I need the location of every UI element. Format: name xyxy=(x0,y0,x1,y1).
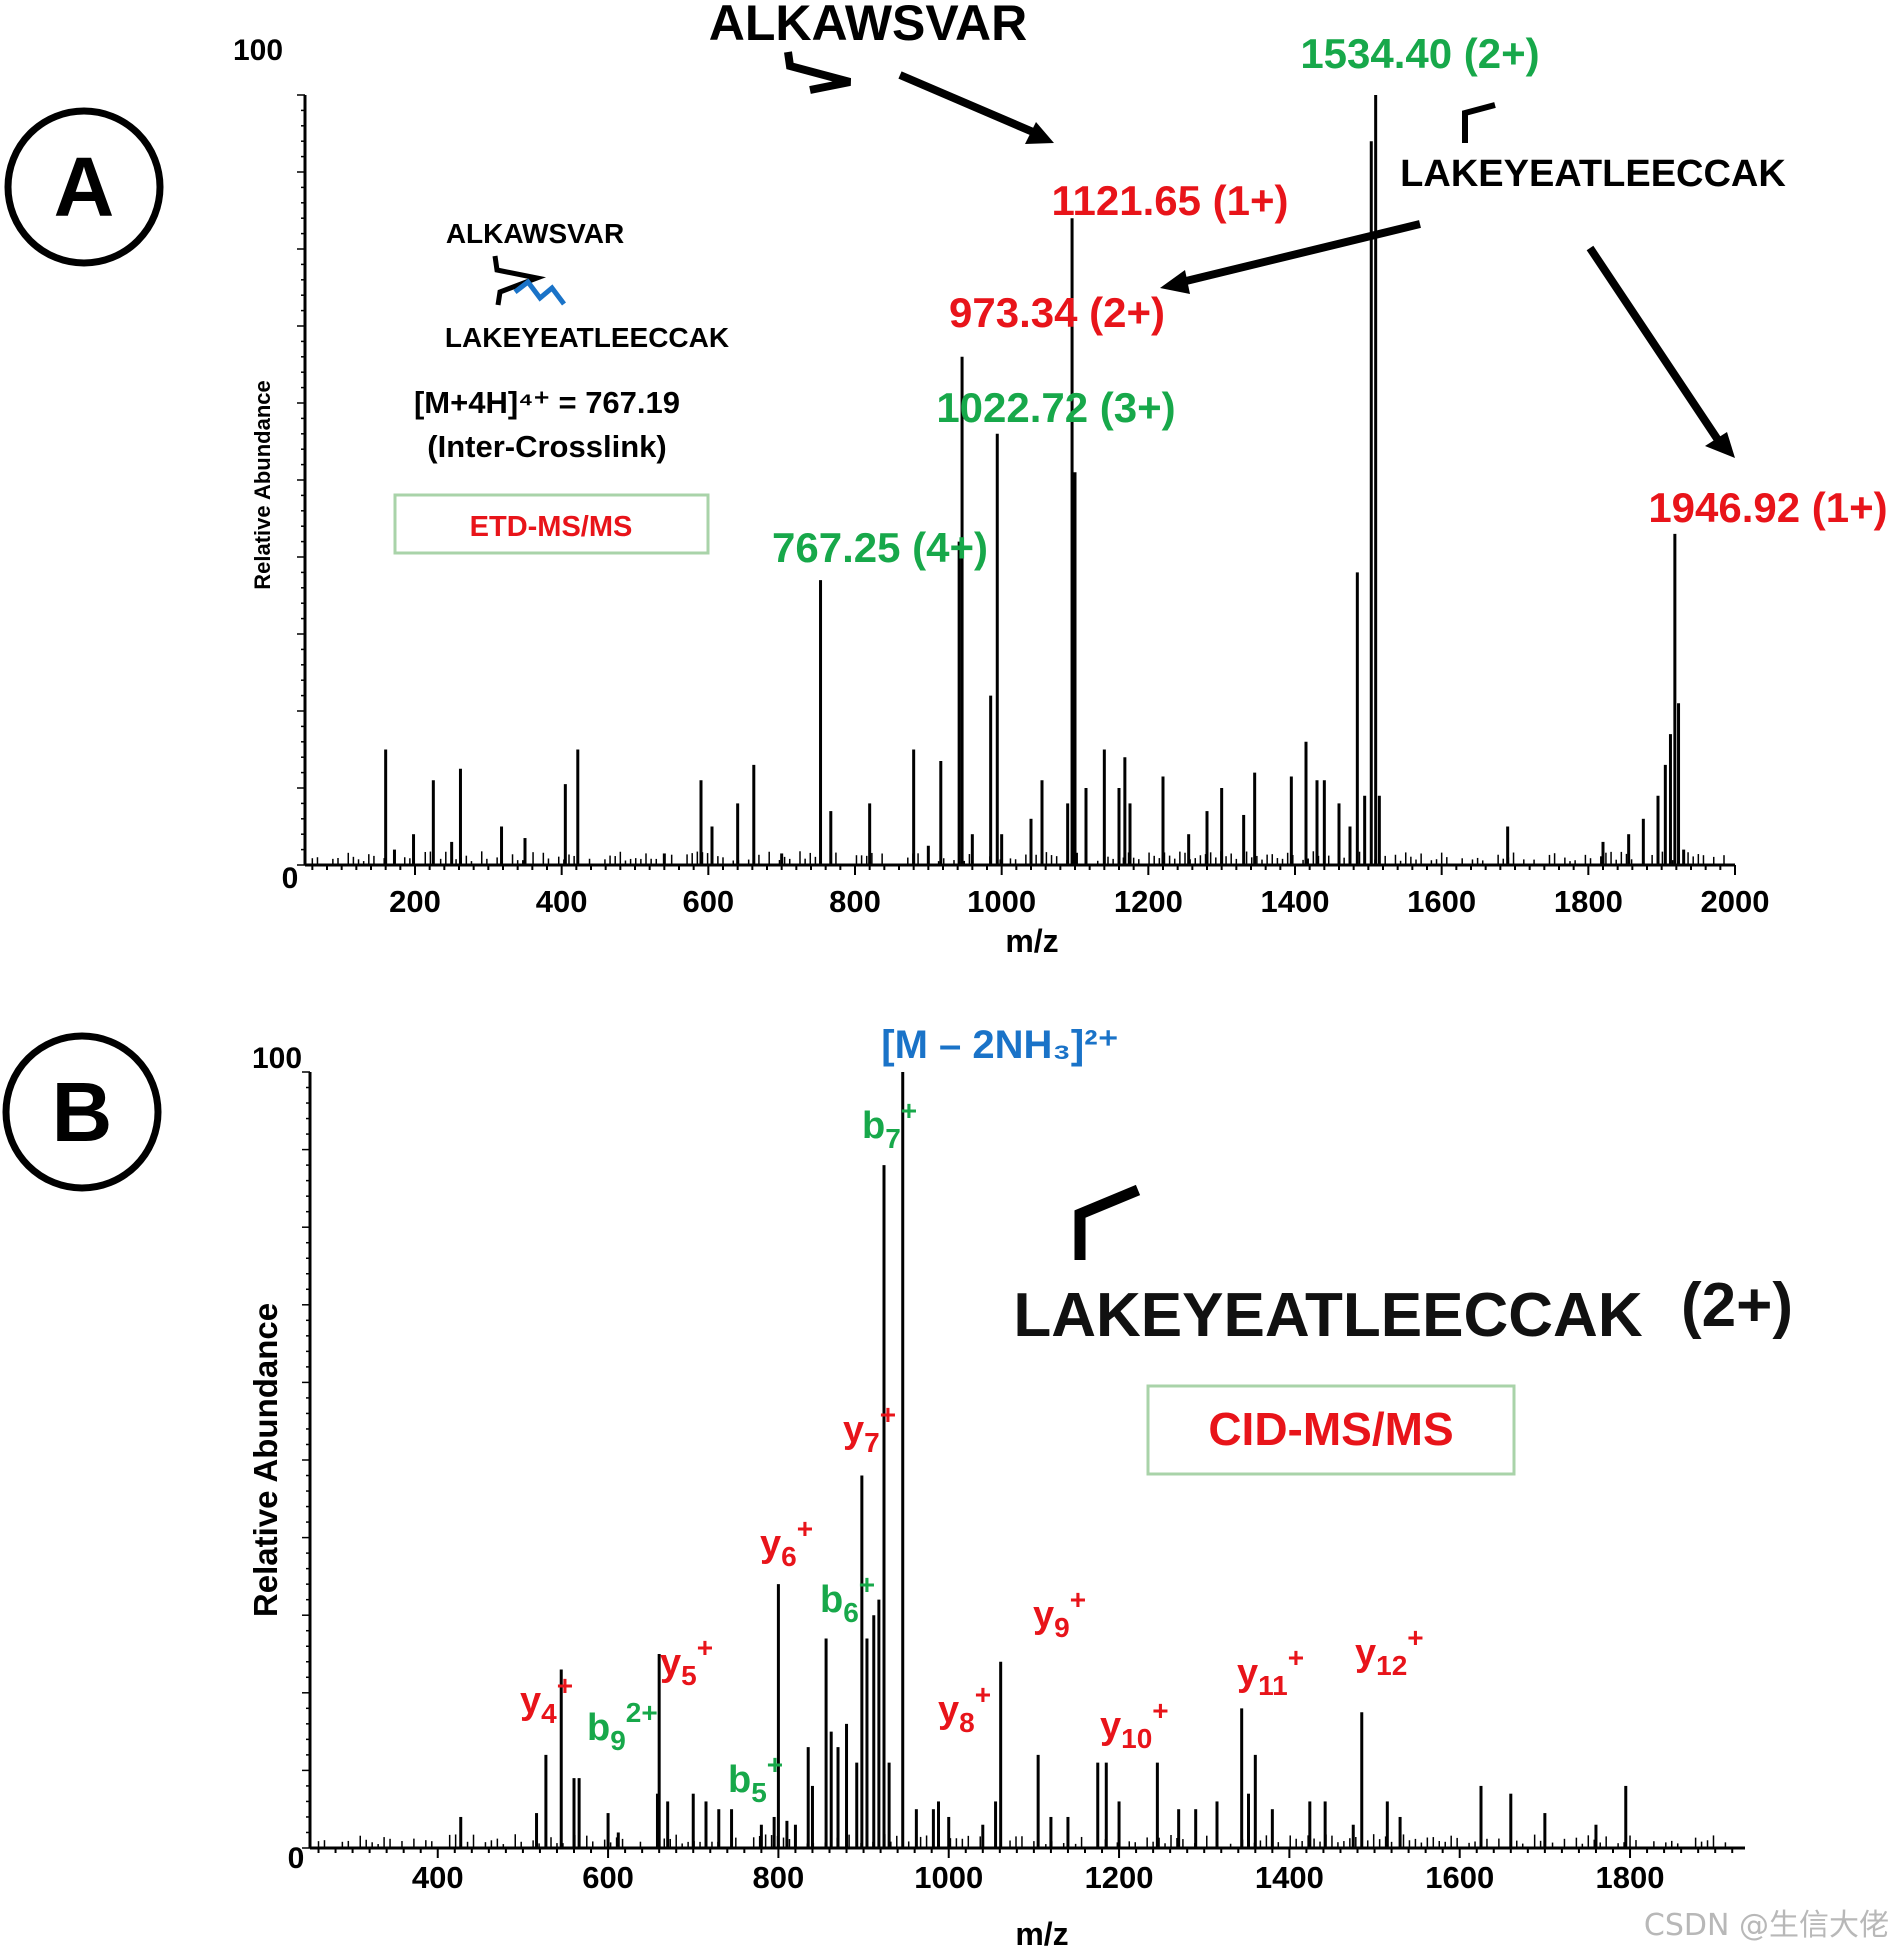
panel-a-structure-peptide-2: LAKEYEATLEECCAK xyxy=(445,322,729,353)
x-tick-label: 400 xyxy=(412,1860,464,1895)
panel-a: A 200 400 600 800 1000 1200 1400 1600 1800 2000 1… xyxy=(4,0,1888,959)
x-tick-label: 400 xyxy=(536,884,588,919)
x-tick-label: 1200 xyxy=(1085,1860,1154,1895)
panel-a-badge xyxy=(4,107,164,267)
ion-label-y10: y10+ xyxy=(1100,1695,1169,1754)
panel-a-etd-cleavage-icon xyxy=(513,278,566,306)
ion-label-y5: y5+ xyxy=(660,1632,713,1691)
panel-a-annotation-973: 973.34 (2+) xyxy=(949,289,1165,336)
panel-b-y-tick-100: 100 xyxy=(252,1042,302,1075)
panel-a-y-tick-0: 0 xyxy=(282,862,299,895)
panel-b-label: B xyxy=(52,1065,113,1159)
panel-b-peptide-charge: (2+) xyxy=(1681,1271,1793,1340)
panel-a-y-tick-100: 100 xyxy=(233,34,283,67)
panel-b-x-label: m/z xyxy=(1015,1916,1068,1950)
x-tick-label: 200 xyxy=(389,884,441,919)
panel-b-method-label: CID-MS/MS xyxy=(1208,1403,1453,1455)
panel-a-ticks: 200 400 600 800 1000 1200 1400 1600 1800 2000 xyxy=(297,94,1770,919)
panel-a-annotation-1534: 1534.40 (2+) xyxy=(1300,30,1539,77)
x-tick-label: 1400 xyxy=(1261,884,1330,919)
x-tick-label: 1600 xyxy=(1407,884,1476,919)
x-tick-label: 800 xyxy=(753,1860,805,1895)
panel-a-annotation-767: 767.25 (4+) xyxy=(772,524,988,571)
ion-label-y12: y12+ xyxy=(1355,1622,1424,1681)
panel-b-y-label: Relative Abundance xyxy=(247,1303,284,1617)
panel-a-annotation-1121: 1121.65 (1+) xyxy=(1051,177,1288,224)
panel-a-crosslink-glyph-inset xyxy=(492,255,547,306)
panel-b-ion-labels: b7+ y7+ y6+b6+ y5+ y4+ b92+ b5+ y8+ y9+ y10+ y11+ y… xyxy=(520,1095,1424,1808)
panel-a-header-peptide-1: ALKAWSVAR xyxy=(709,0,1028,51)
ion-label-b9: b92+ xyxy=(587,1697,658,1756)
panel-a-precursor-type: (Inter-Crosslink) xyxy=(427,429,666,464)
panel-a-arrow-head-1946 xyxy=(1705,432,1735,458)
ion-label-b5: b5+ xyxy=(728,1749,783,1808)
panel-a-arrow-to-1121 xyxy=(898,71,1042,139)
panel-a-crosslink-glyph-top xyxy=(784,51,852,94)
panel-b: B 400 600 800 1000 1200 1400 1600 1800 100 0 m/… xyxy=(2,1023,1793,1950)
x-tick-label: 1800 xyxy=(1596,1860,1665,1895)
ion-label-y8: y8+ xyxy=(938,1679,991,1738)
panel-b-y-tick-0: 0 xyxy=(288,1842,305,1875)
panel-a-crosslink-glyph-right xyxy=(1462,102,1496,143)
x-tick-label: 1600 xyxy=(1425,1860,1494,1895)
panel-a-precursor-mass: [M+4H]⁴⁺ = 767.19 xyxy=(414,385,680,420)
x-tick-label: 600 xyxy=(582,1860,634,1895)
panel-b-peptide-label: LAKEYEATLEECCAK xyxy=(1013,1281,1642,1350)
ion-label-y9: y9+ xyxy=(1033,1584,1086,1643)
ion-label-y4: y4+ xyxy=(520,1670,573,1729)
panel-a-structure-peptide-1: ALKAWSVAR xyxy=(446,218,624,249)
panel-a-y-label: Relative Abundance xyxy=(250,380,275,589)
panel-a-method-label: ETD-MS/MS xyxy=(470,511,633,543)
panel-a-x-label: m/z xyxy=(1005,923,1058,959)
panel-a-arrow-head-973 xyxy=(1160,270,1190,294)
x-tick-label: 1200 xyxy=(1114,884,1183,919)
x-tick-label: 1400 xyxy=(1255,1860,1324,1895)
panel-a-annotation-1022: 1022.72 (3+) xyxy=(936,384,1175,431)
ion-label-y7: y7+ xyxy=(843,1399,896,1458)
panel-b-crosslink-glyph xyxy=(1074,1184,1141,1260)
x-tick-label: 1000 xyxy=(914,1860,983,1895)
x-tick-label: 1000 xyxy=(967,884,1036,919)
x-tick-label: 600 xyxy=(682,884,734,919)
watermark: CSDN @生信大佬 xyxy=(1643,1908,1889,1943)
panel-a-method-box xyxy=(393,493,710,555)
panel-b-badge xyxy=(2,1032,162,1192)
panel-b-precursor-annotation: [M – 2NH₃]²⁺ xyxy=(881,1023,1118,1067)
x-tick-label: 1800 xyxy=(1554,884,1623,919)
panel-a-peaks xyxy=(311,95,1725,865)
panel-a-arrow-to-1946 xyxy=(1586,245,1722,443)
x-tick-label: 2000 xyxy=(1701,884,1770,919)
panel-a-label: A xyxy=(54,140,115,234)
panel-a-header-peptide-2: LAKEYEATLEECCAK xyxy=(1400,153,1786,195)
panel-b-ticks: 400 600 800 1000 1200 1400 1600 1800 xyxy=(302,1071,1734,1895)
panel-a-arrow-to-973 xyxy=(1181,220,1421,286)
ion-label-b6: b6+ xyxy=(820,1569,875,1628)
x-tick-label: 800 xyxy=(829,884,881,919)
panel-a-arrow-head-1121 xyxy=(1025,122,1054,144)
panel-b-method-box xyxy=(1146,1384,1516,1476)
ion-label-b7: b7+ xyxy=(862,1095,917,1154)
ion-label-y6: y6+ xyxy=(760,1513,813,1572)
panel-a-annotation-1946: 1946.92 (1+) xyxy=(1648,484,1887,531)
ion-label-y11: y11+ xyxy=(1237,1642,1304,1701)
panel-b-peaks xyxy=(317,1072,1727,1848)
